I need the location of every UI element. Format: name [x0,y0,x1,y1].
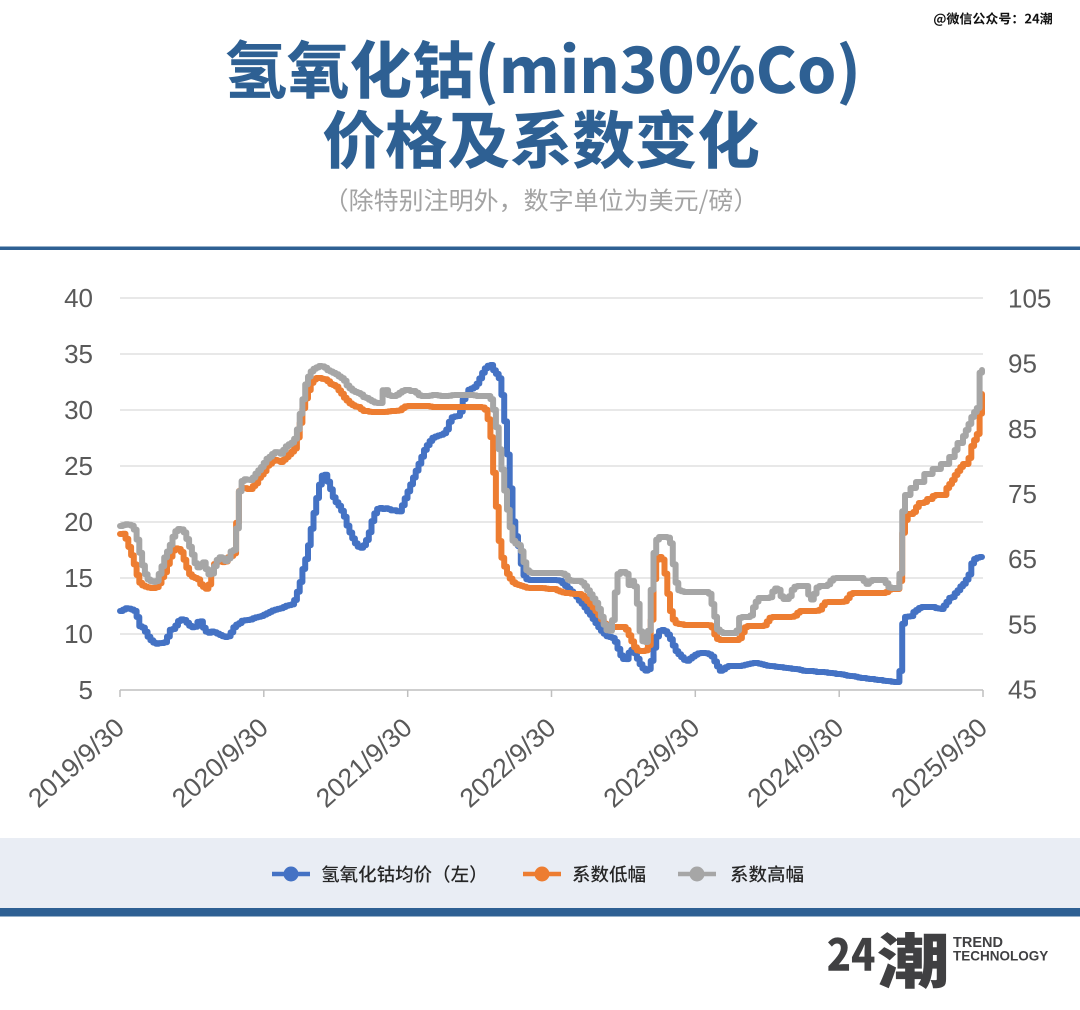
svg-text:65: 65 [1008,544,1037,574]
svg-text:40: 40 [64,283,93,313]
svg-text:TREND: TREND [953,935,1003,951]
svg-text:75: 75 [1008,479,1037,509]
svg-text:5: 5 [79,675,93,705]
svg-text:20: 20 [64,507,93,537]
svg-text:TECHNOLOGY: TECHNOLOGY [953,949,1048,964]
svg-text:25: 25 [64,451,93,481]
svg-text:35: 35 [64,339,93,369]
svg-text:30: 30 [64,395,93,425]
svg-text:10: 10 [64,619,93,649]
svg-text:15: 15 [64,563,93,593]
svg-text:55: 55 [1008,609,1037,639]
svg-text:85: 85 [1008,414,1037,444]
svg-text:45: 45 [1008,675,1037,705]
svg-text:105: 105 [1008,284,1051,314]
svg-text:95: 95 [1008,349,1037,379]
